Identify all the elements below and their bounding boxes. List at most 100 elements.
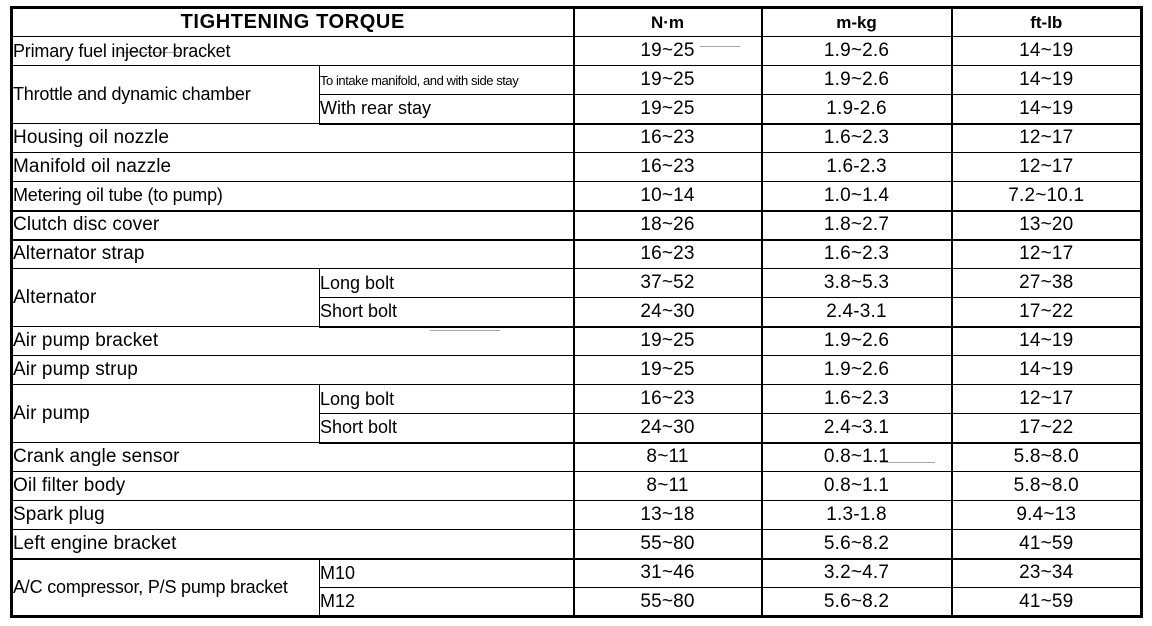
row-value-mkg: 1.9~2.6 [760,65,953,95]
row-value-ftlb: 41~59 [950,529,1143,560]
table-row: Manifold oil nazzle 16~23 1.6-2.3 12~17 [10,152,1143,182]
row-value-mkg: 1.6~2.3 [760,239,953,269]
row-value-ftlb: 12~17 [950,123,1143,153]
row-name-cell: Oil filter body [10,471,575,501]
table-row: With rear stay 19~25 1.9-2.6 14~19 [12,94,1143,125]
row-value-nm: 19~25 [572,355,763,385]
row-value-mkg: 1.0~1.4 [760,181,953,212]
row-value-ftlb: 12~17 [950,239,1143,269]
row-subspec-cell: Long bolt [318,384,575,414]
row-subspec-cell: To intake manifold, and with side stay [318,65,575,95]
table-row: Primary fuel injector bracket 19~25 1.9~2.… [10,36,1143,66]
row-value-ftlb: 5.8~8.0 [950,471,1143,501]
row-name-cell: Air pump [11,384,320,443]
row-value-ftlb: 7.2~10.1 [950,181,1143,212]
table-row: Clutch disc cover 18~26 1.8~2.7 13~20 [10,210,1143,241]
table-row: Short bolt 24~30 2.4-3.1 17~22 [12,297,1143,328]
row-name-cell: Throttle and dynamic chamber [11,65,320,124]
table-row: Short bolt 24~30 2.4~3.1 17~22 [12,413,1143,444]
row-value-ftlb: 14~19 [950,326,1143,356]
row-name-cell: Metering oil tube (to pump) [10,181,575,212]
row-subspec-cell: M10 [318,558,575,588]
row-value-nm: 13~18 [572,500,763,530]
row-value-mkg: 1.6-2.3 [760,152,953,182]
table-header-row: TIGHTENING TORQUE N·m m-kg ft-lb [10,7,1143,37]
table-row: Spark plug 13~18 1.3-1.8 9.4~13 [10,500,1143,530]
row-name-cell: Spark plug [10,500,575,530]
row-value-mkg: 1.9-2.6 [760,94,953,125]
row-name-cell: A/C compressor, P/S pump bracket [11,558,320,617]
row-subspec-cell: Short bolt [318,297,575,328]
row-value-nm: 31~46 [572,558,763,588]
table-row: A/C compressor, P/S pump bracket M10 31~46… [11,558,1143,617]
row-value-ftlb: 23~34 [950,558,1143,588]
row-value-nm: 8~11 [572,471,763,501]
table-row: Oil filter body 8~11 0.8~1.1 5.8~8.0 [10,471,1143,501]
row-value-ftlb: 17~22 [950,297,1143,328]
row-value-mkg: 5.6~8.2 [760,529,953,560]
row-value-ftlb: 14~19 [950,94,1143,125]
row-value-nm: 8~11 [572,442,763,472]
row-value-nm: 16~23 [572,384,763,414]
row-value-nm: 55~80 [572,587,763,617]
row-value-ftlb: 13~20 [950,210,1143,241]
table-row: Metering oil tube (to pump) 10~14 1.0~1.4 7… [10,181,1143,212]
row-name-cell: Alternator [11,268,320,327]
table-row: Alternator strap 16~23 1.6~2.3 12~17 [10,239,1143,269]
row-value-mkg: 0.8~1.1 [760,471,953,501]
table-row: Crank angle sensor 8~11 0.8~1.1 5.8~8.0 [10,442,1143,472]
row-value-nm: 24~30 [572,413,763,444]
row-subspec-cell: With rear stay [318,94,575,125]
row-value-ftlb: 14~19 [950,36,1143,66]
table-row: Air pump strup 19~25 1.9~2.6 14~19 [10,355,1143,385]
row-name-cell: Housing oil nozzle [10,123,575,153]
row-value-mkg: 3.8~5.3 [760,268,953,298]
row-value-mkg: 1.3-1.8 [760,500,953,530]
row-name-cell: Alternator strap [10,239,575,269]
row-name-cell: Crank angle sensor [10,442,575,472]
row-value-nm: 16~23 [572,152,763,182]
table-row: Air pump Long bolt 16~23 1.6~2.3 12~17 [11,384,1143,443]
row-value-mkg: 1.6~2.3 [760,384,953,414]
row-value-mkg: 2.4-3.1 [760,297,953,328]
tightening-torque-table: TIGHTENING TORQUE N·m m-kg ft-lb Primary… [10,6,1144,618]
header-title-cell: TIGHTENING TORQUE [10,7,575,37]
row-value-ftlb: 12~17 [950,384,1143,414]
row-name-cell: Air pump strup [10,355,575,385]
row-value-nm: 19~25 [572,94,763,125]
row-value-ftlb: 41~59 [950,587,1143,617]
row-value-mkg: 3.2~4.7 [760,558,953,588]
row-subspec-cell: Long bolt [318,268,575,298]
header-unit-ftlb: ft-lb [950,7,1143,37]
row-subspec-cell: Short bolt [318,413,575,444]
row-value-mkg: 1.9~2.6 [760,36,953,66]
row-value-nm: 24~30 [572,297,763,328]
row-value-nm: 16~23 [572,239,763,269]
row-value-mkg: 2.4~3.1 [760,413,953,444]
header-unit-mkg: m-kg [760,7,953,37]
row-value-nm: 19~25 [572,326,763,356]
row-value-nm: 19~25 [572,65,763,95]
row-value-nm: 19~25 [572,36,763,66]
row-value-nm: 55~80 [572,529,763,560]
table-row: Air pump bracket 19~25 1.9~2.6 14~19 [10,326,1143,356]
row-value-mkg: 1.8~2.7 [760,210,953,241]
row-value-mkg: 1.9~2.6 [760,326,953,356]
row-value-mkg: 5.6~8.2 [760,587,953,617]
row-value-ftlb: 5.8~8.0 [950,442,1143,472]
row-name-cell: Air pump bracket [10,326,575,356]
table-row: Left engine bracket 55~80 5.6~8.2 41~59 [10,529,1143,560]
row-value-ftlb: 12~17 [950,152,1143,182]
row-name-cell: Left engine bracket [10,529,575,560]
row-value-nm: 37~52 [572,268,763,298]
header-unit-nm: N·m [572,7,763,37]
row-value-nm: 10~14 [572,181,763,212]
row-name-cell: Clutch disc cover [10,210,575,241]
row-value-ftlb: 14~19 [950,355,1143,385]
table-row: Housing oil nozzle 16~23 1.6~2.3 12~17 [10,123,1143,153]
row-value-ftlb: 27~38 [950,268,1143,298]
row-value-mkg: 1.9~2.6 [760,355,953,385]
row-subspec-cell: M12 [318,587,575,617]
row-value-ftlb: 17~22 [950,413,1143,444]
